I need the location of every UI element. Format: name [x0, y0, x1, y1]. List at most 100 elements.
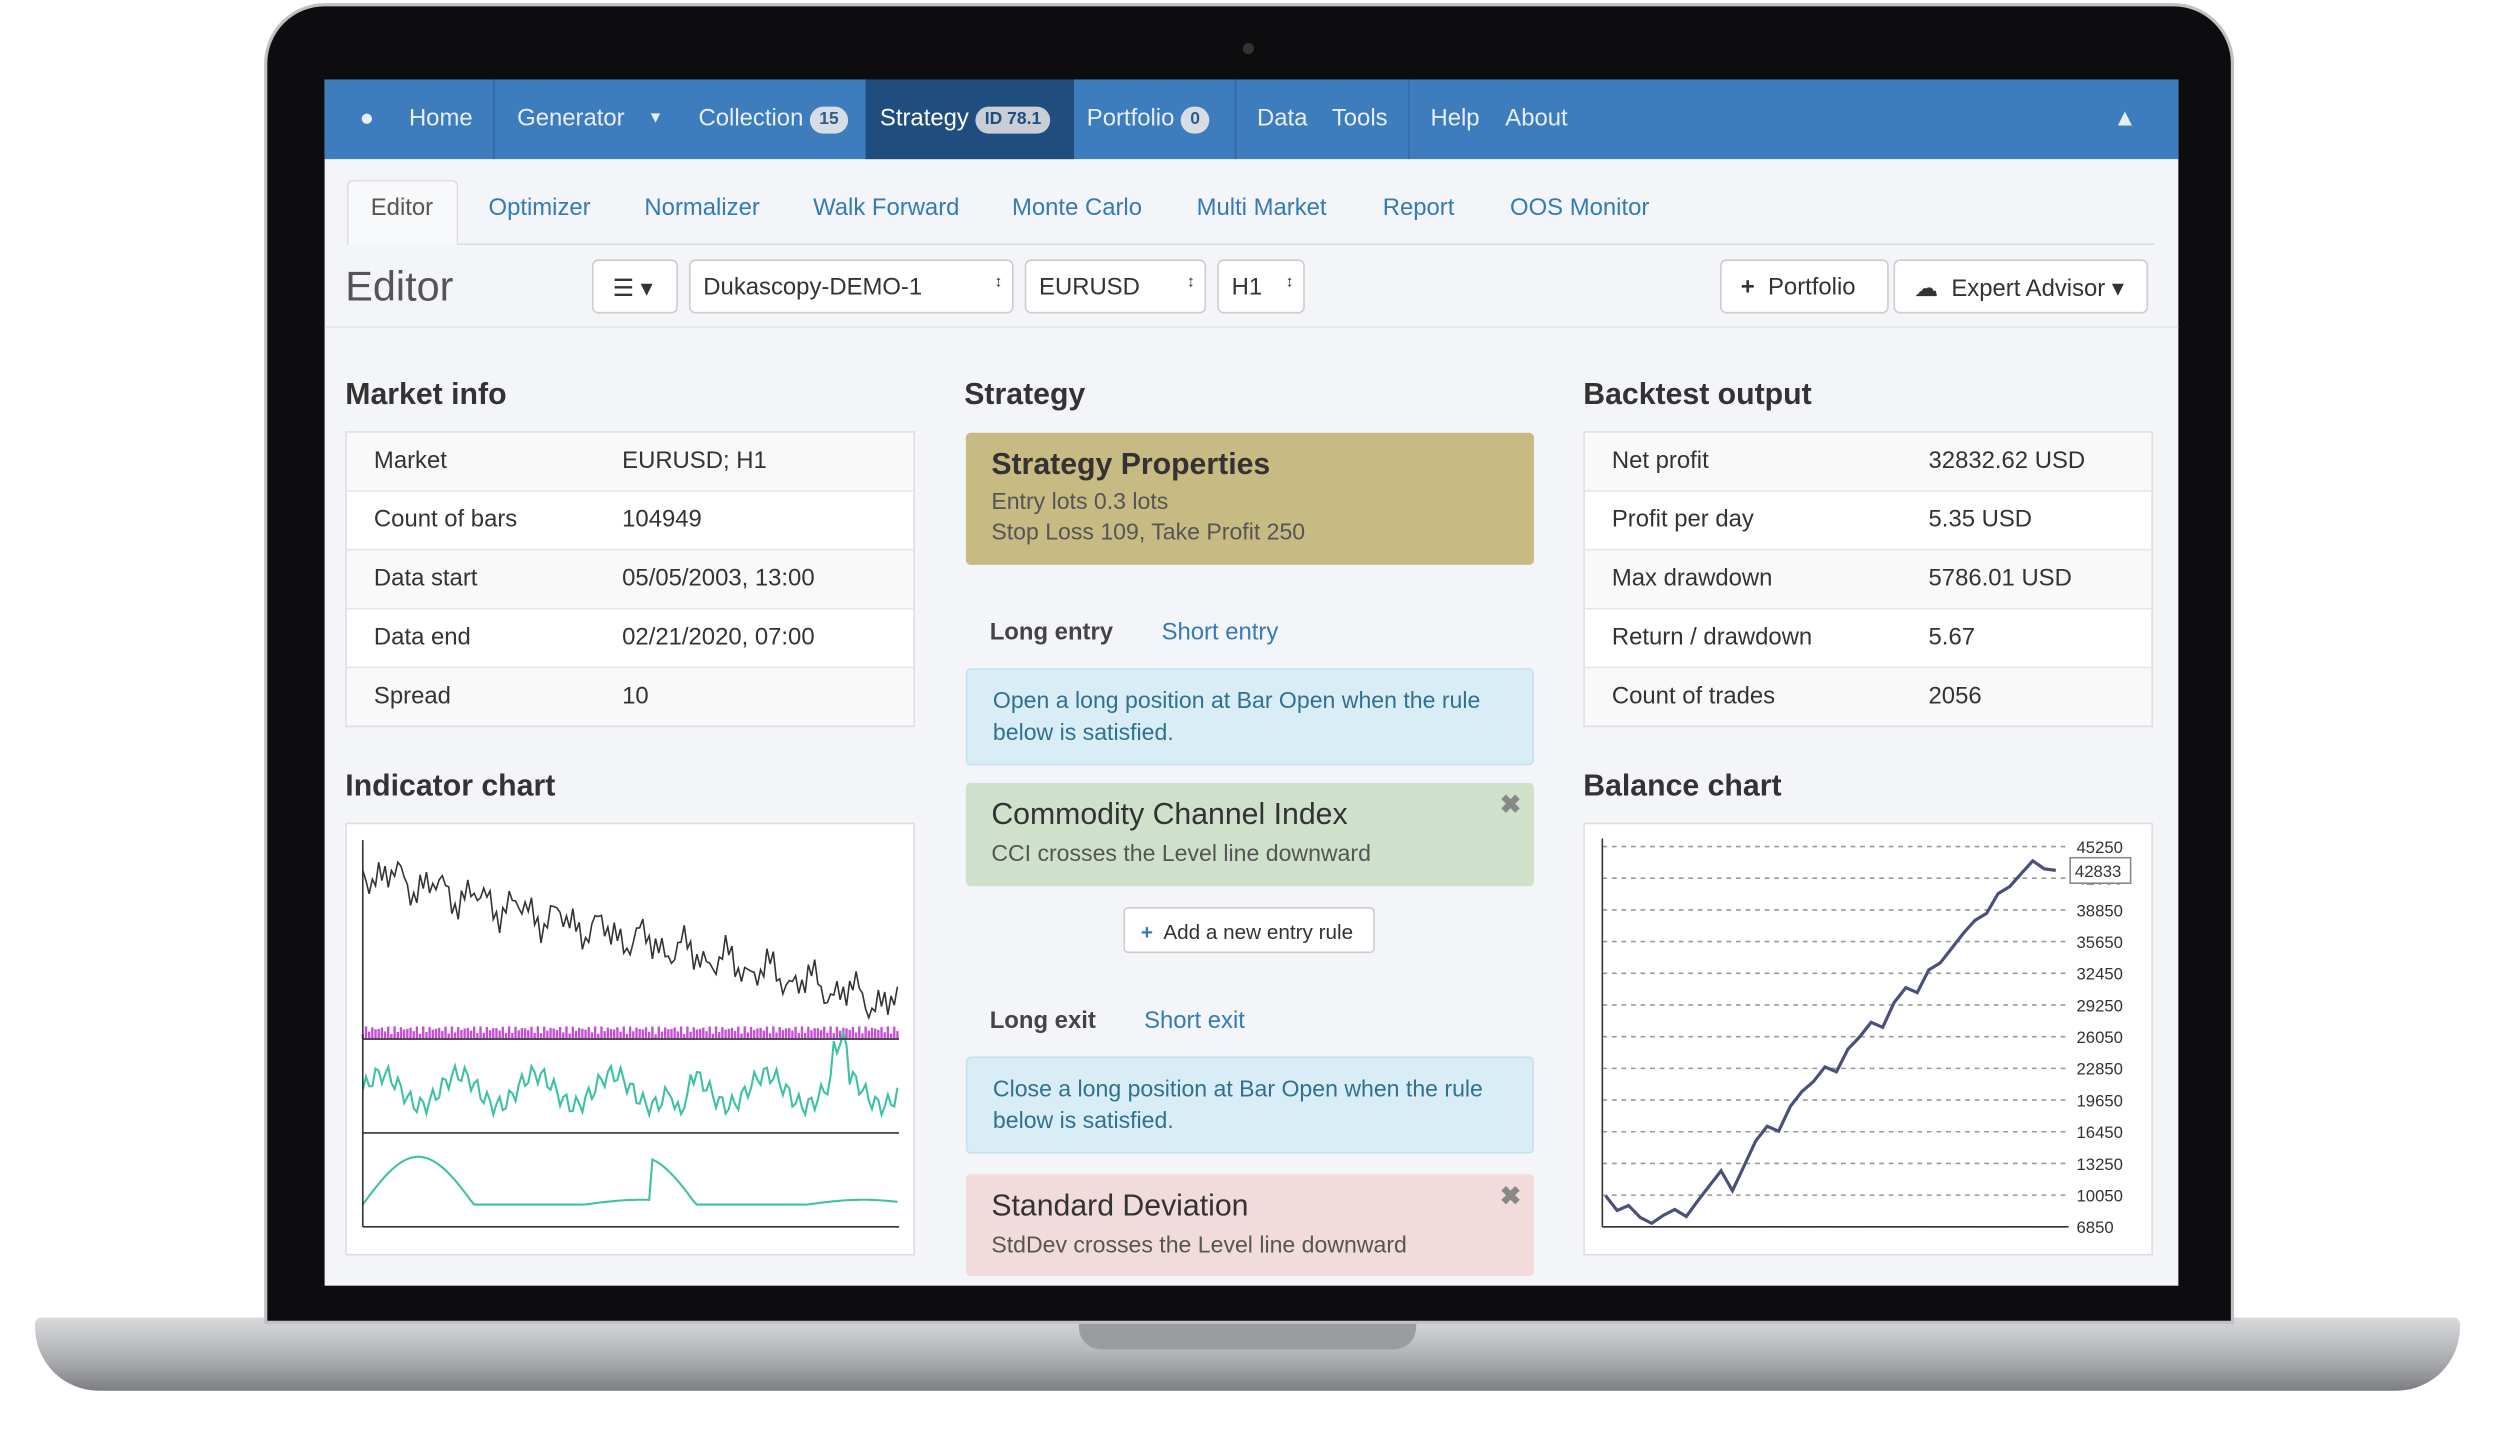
nav-item[interactable]: Home — [408, 105, 473, 133]
nav-item[interactable]: Strategy ID 78.1 — [880, 80, 1051, 160]
price-line — [362, 860, 899, 1021]
menu-button[interactable]: ☰ ▾ — [591, 259, 678, 314]
nav-item[interactable]: Tools — [1331, 105, 1388, 133]
tab[interactable]: Optimizer — [488, 194, 591, 222]
separator — [493, 79, 495, 160]
nav-item[interactable]: Data — [1257, 105, 1308, 133]
balance-chart: 6850 10050 13250 16450 19650 22850 26050 29250 3… — [1601, 838, 2132, 1237]
subtab-active[interactable]: Long exit — [989, 1007, 1096, 1035]
current-value-label: 42833 — [2075, 862, 2121, 881]
cell-label: Data start — [373, 564, 478, 592]
table-row: Max drawdown 5786.01 USD — [1584, 548, 2152, 608]
expert-advisor-button[interactable]: ☁ Expert Advisor ▾ — [1893, 259, 2149, 314]
rule-text: StdDev crosses the Level line downward — [991, 1233, 1407, 1259]
camera — [1242, 42, 1254, 55]
subtab[interactable]: Short exit — [1144, 1007, 1245, 1035]
tab[interactable]: Editor — [370, 194, 434, 222]
cell-label: Net profit — [1611, 447, 1709, 475]
y-tick-label: 45250 — [2077, 838, 2123, 857]
y-tick-label: 13250 — [2077, 1155, 2123, 1174]
subtab[interactable]: Short entry — [1161, 618, 1279, 647]
exit-note: Close a long position at Bar Open when t… — [965, 1056, 1534, 1154]
cell-label: Max drawdown — [1611, 564, 1773, 592]
tab[interactable]: Monte Carlo — [1012, 194, 1143, 222]
button-label: Portfolio — [1767, 273, 1856, 301]
close-icon[interactable]: ✖ — [1499, 792, 1522, 820]
exit-rule[interactable]: ✖ Standard Deviation StdDev crosses the … — [965, 1174, 1534, 1277]
y-tick-label: 26050 — [2077, 1028, 2123, 1047]
section-heading: Balance chart — [1583, 770, 1782, 804]
tab[interactable]: Walk Forward — [813, 194, 960, 222]
cell-value: 104949 — [622, 506, 702, 534]
cell-value: 2056 — [1928, 682, 1982, 710]
y-tick-label: 32450 — [2077, 965, 2123, 984]
cell-label: Market — [373, 447, 447, 475]
select[interactable]: EURUSD ↕ — [1024, 259, 1207, 314]
cell-label: Count of bars — [373, 506, 518, 534]
box-title: Strategy Properties — [991, 448, 1271, 483]
table-row: Spread 10 — [346, 666, 914, 726]
cell-label: Profit per day — [1611, 506, 1754, 534]
cell-label: Count of trades — [1611, 682, 1776, 710]
badge: ID 78.1 — [975, 106, 1051, 134]
y-tick-label: 35650 — [2077, 933, 2123, 952]
button-label: Add a new entry rule — [1163, 919, 1354, 944]
tab[interactable]: Normalizer — [644, 194, 760, 222]
balance-panel — [1583, 822, 2153, 1256]
nav-label: Strategy — [879, 105, 969, 133]
cell-value: 5.35 USD — [1928, 506, 2033, 534]
nav-label: Collection — [698, 105, 804, 133]
cell-label: Data end — [373, 623, 471, 651]
separator — [1408, 79, 1410, 160]
caret: ▼ — [647, 109, 664, 128]
badge: 0 — [1180, 106, 1210, 134]
separator — [1234, 79, 1237, 160]
page-title: Editor — [345, 262, 454, 311]
nav-item[interactable]: Help — [1430, 105, 1480, 133]
select-value: EURUSD — [1039, 273, 1140, 301]
tab[interactable]: Multi Market — [1196, 194, 1327, 222]
cell-label: Spread — [373, 682, 451, 710]
market-info-table: Market EURUSD; H1 Count of bars 104949 Data … — [345, 431, 915, 728]
subtab-active[interactable]: Long entry — [989, 618, 1114, 647]
strategy-properties[interactable]: Strategy Properties Entry lots 0.3 lots … — [965, 432, 1534, 565]
navbar — [324, 79, 2179, 160]
section-heading: Backtest output — [1583, 378, 1812, 413]
portfolio-button[interactable]: + Portfolio — [1720, 259, 1889, 314]
cell-value: 10 — [622, 682, 649, 710]
nav-item[interactable]: Portfolio 0 — [1087, 80, 1210, 160]
nav-item[interactable]: Generator — [517, 105, 625, 133]
entry-rule[interactable]: ✖ Commodity Channel Index CCI crosses th… — [965, 782, 1534, 887]
tab-active — [346, 179, 459, 246]
hat-icon[interactable]: ▲ — [2113, 105, 2137, 133]
balance-line — [1604, 858, 2057, 1226]
tab[interactable]: OOS Monitor — [1510, 194, 1650, 222]
select-value: Dukascopy-DEMO-1 — [703, 273, 923, 301]
indicator-chart — [361, 840, 900, 1228]
close-icon[interactable]: ✖ — [1499, 1183, 1522, 1211]
section-heading: Indicator chart — [345, 770, 556, 804]
table-row: Data end 02/21/2020, 07:00 — [346, 607, 914, 667]
button-label: Expert Advisor — [1951, 275, 2106, 303]
section-heading: Market info — [345, 378, 507, 413]
y-tick-label: 38850 — [2077, 901, 2123, 920]
select[interactable]: Dukascopy-DEMO-1 ↕ — [688, 259, 1014, 314]
tab[interactable]: Report — [1382, 194, 1455, 222]
add-rule-button[interactable]: + Add a new entry rule — [1123, 906, 1375, 954]
nav-item[interactable]: About — [1505, 105, 1568, 133]
select-value: H1 — [1231, 273, 1263, 301]
tab-line — [346, 243, 2155, 246]
select[interactable]: H1 ↕ — [1217, 259, 1305, 314]
y-tick-label: 10050 — [2077, 1186, 2123, 1205]
cell-value: 5.67 — [1928, 623, 1976, 651]
box-line: Entry lots 0.3 lots — [991, 490, 1169, 516]
back-icon[interactable]: ● — [359, 105, 375, 133]
current-value-box — [2069, 856, 2132, 884]
cell-label: Return / drawdown — [1611, 623, 1813, 651]
nav-item[interactable]: Collection 15 — [699, 80, 849, 160]
table-row: Data start 05/05/2003, 13:00 — [346, 548, 914, 608]
cell-value: 32832.62 USD — [1928, 447, 2086, 475]
oscillator-line — [361, 1155, 898, 1206]
cell-value: EURUSD; H1 — [622, 447, 767, 475]
